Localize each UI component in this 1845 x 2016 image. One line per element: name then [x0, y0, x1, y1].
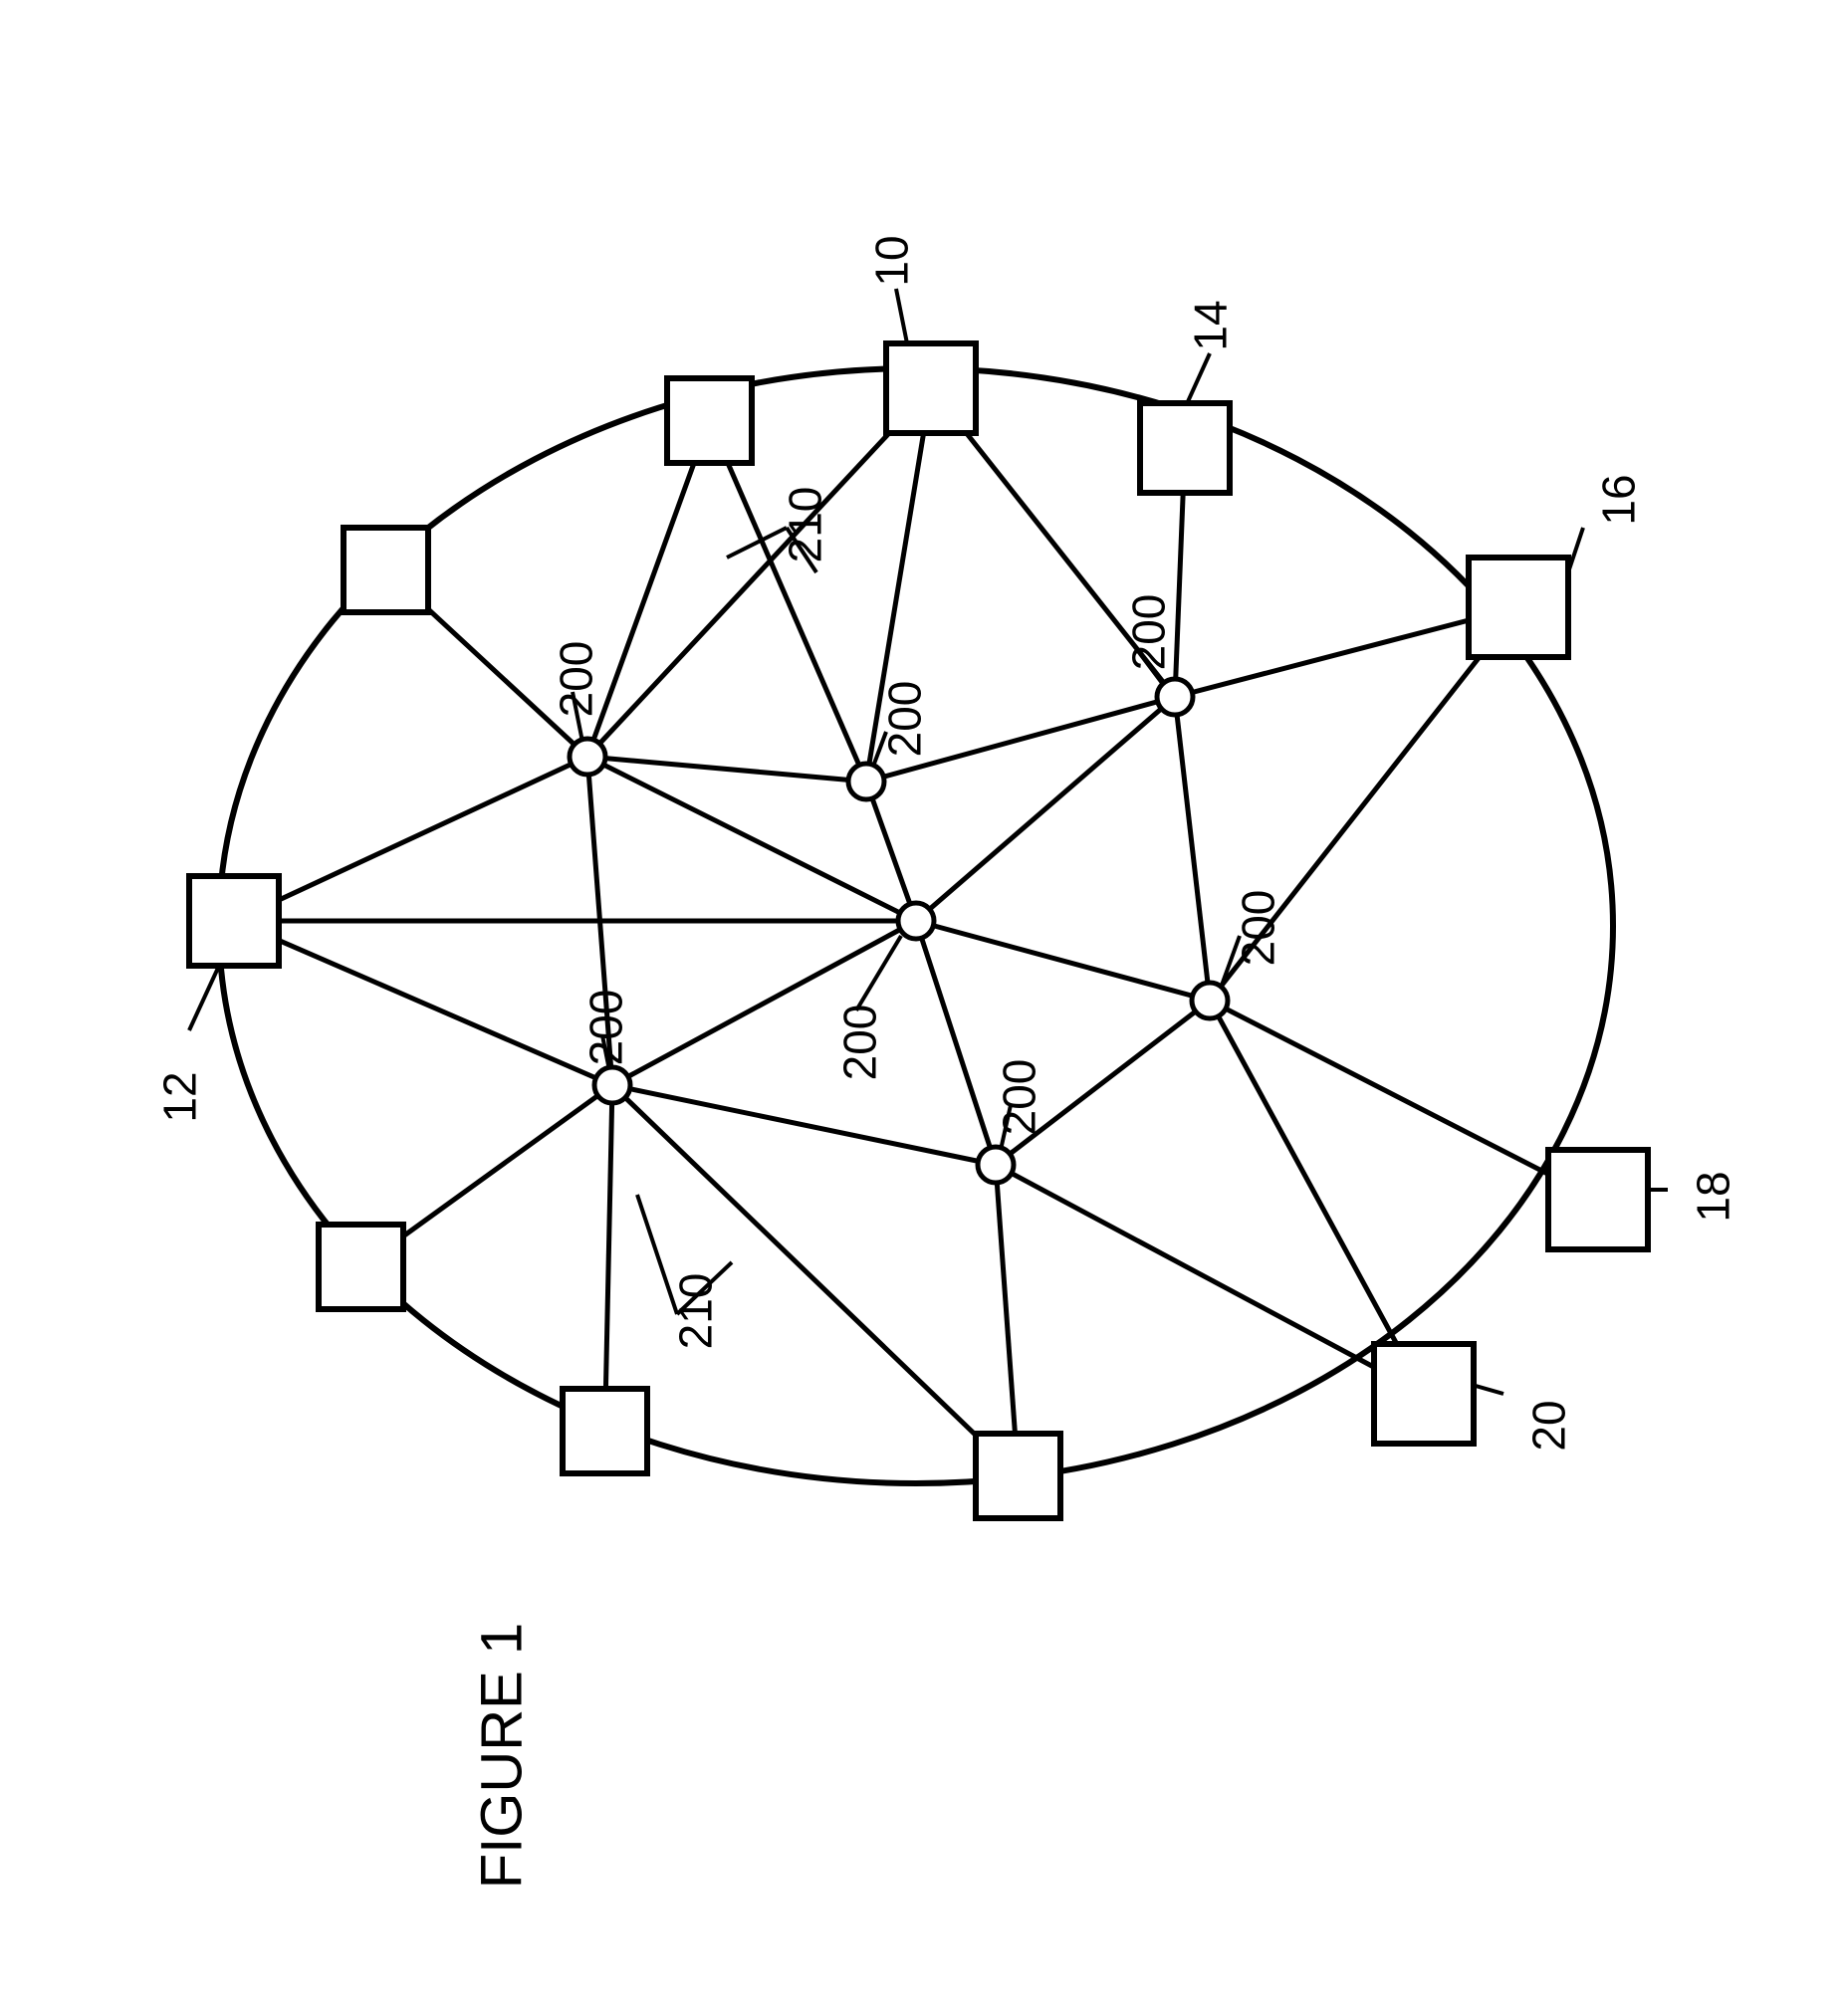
figure-caption: FIGURE 1: [468, 1623, 535, 1890]
ref-label: 18: [1687, 1171, 1740, 1222]
ref-label: 210: [668, 1273, 722, 1350]
network-diagram: [0, 0, 1845, 2016]
ref-label: 210: [778, 487, 831, 563]
ref-label: 200: [1121, 594, 1175, 671]
ref-label: 200: [832, 1005, 886, 1081]
ref-label: 200: [1231, 890, 1284, 967]
ref-label: 200: [578, 990, 632, 1066]
ref-label: 20: [1522, 1400, 1576, 1451]
ref-label: 10: [865, 235, 919, 286]
ref-label: 200: [992, 1059, 1045, 1136]
ref-label: 200: [877, 681, 931, 758]
ref-label: 14: [1184, 300, 1238, 350]
ref-label: 16: [1592, 474, 1646, 525]
ref-label: 12: [153, 1071, 207, 1122]
ref-label: 200: [549, 641, 602, 718]
